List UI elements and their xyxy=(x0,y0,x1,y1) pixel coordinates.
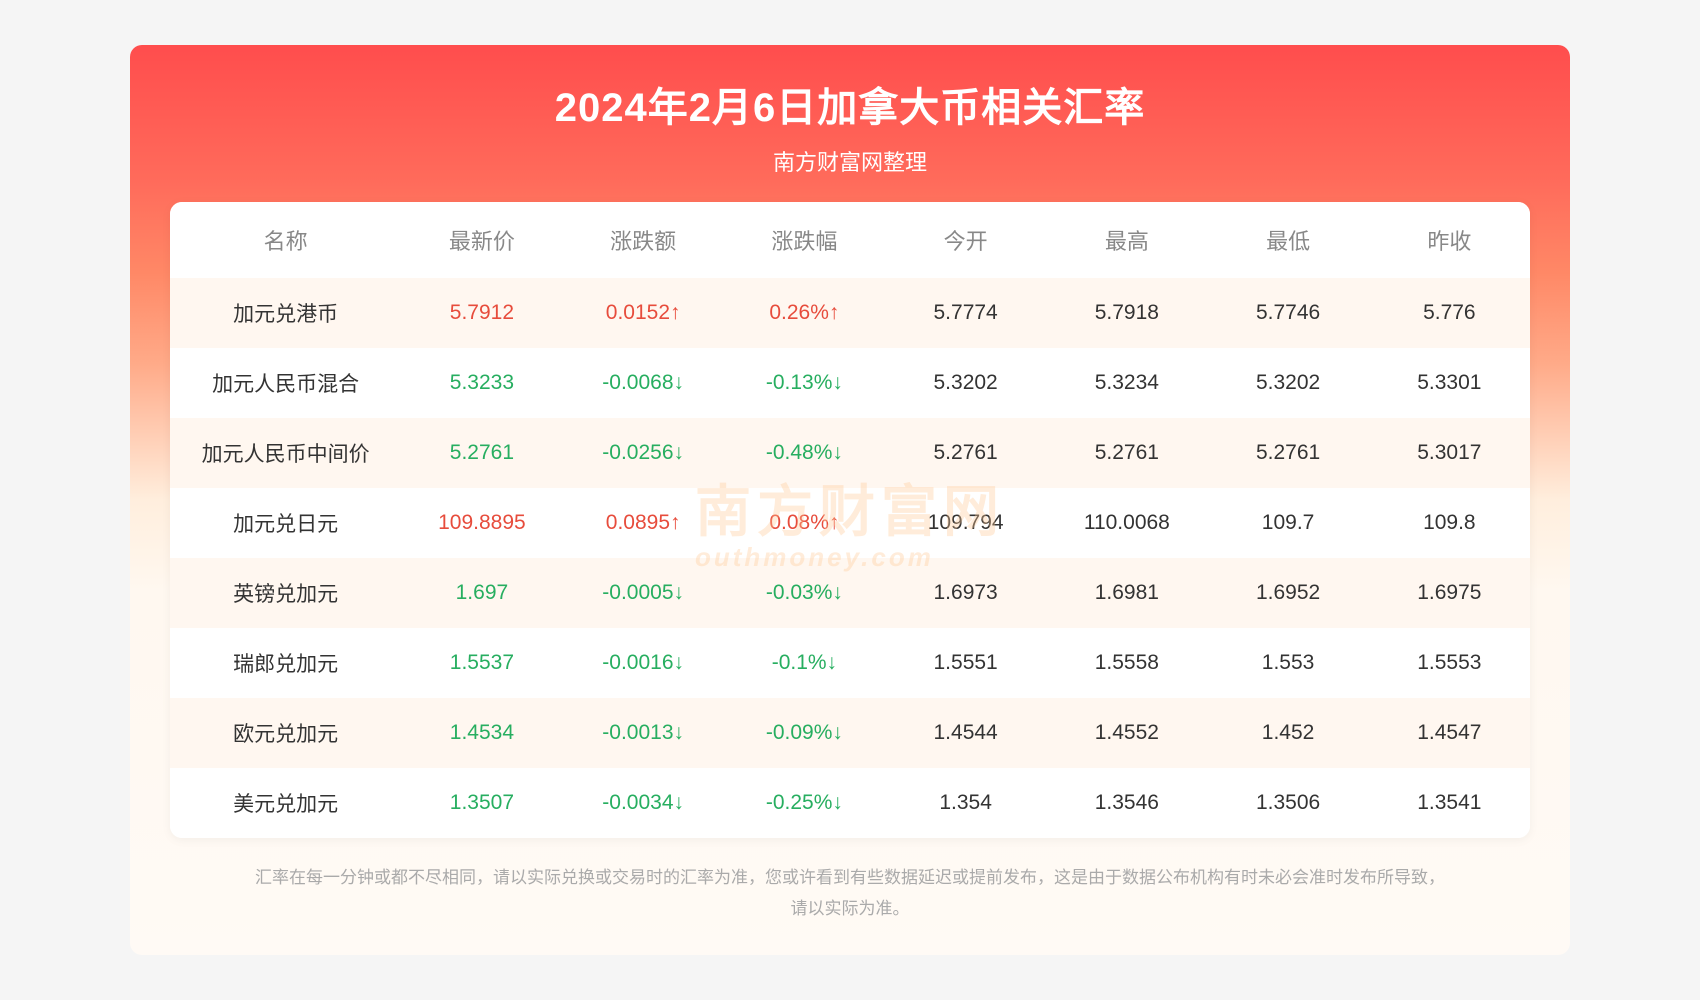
table-row: 加元人民币混合5.3233-0.0068↓-0.13%↓5.32025.3234… xyxy=(170,348,1530,418)
cell-latest: 5.2761 xyxy=(401,418,562,488)
col-header: 最新价 xyxy=(401,202,562,278)
cell-prev-close: 1.6975 xyxy=(1369,558,1530,628)
disclaimer: 汇率在每一分钟或都不尽相同，请以实际兑换或交易时的汇率为准，您或许看到有些数据延… xyxy=(180,863,1520,924)
cell-latest: 5.7912 xyxy=(401,278,562,348)
cell-low: 1.452 xyxy=(1207,698,1368,768)
cell-change-pct: -0.13%↓ xyxy=(724,348,885,418)
cell-change-amt: 0.0152↑ xyxy=(563,278,724,348)
cell-latest: 109.8895 xyxy=(401,488,562,558)
cell-name: 加元人民币中间价 xyxy=(170,418,401,488)
cell-high: 5.3234 xyxy=(1046,348,1207,418)
cell-name: 欧元兑加元 xyxy=(170,698,401,768)
cell-name: 加元兑港币 xyxy=(170,278,401,348)
cell-high: 1.5558 xyxy=(1046,628,1207,698)
cell-low: 5.3202 xyxy=(1207,348,1368,418)
col-header: 昨收 xyxy=(1369,202,1530,278)
cell-open: 1.5551 xyxy=(885,628,1046,698)
cell-change-amt: -0.0256↓ xyxy=(563,418,724,488)
cell-prev-close: 109.8 xyxy=(1369,488,1530,558)
col-header: 最低 xyxy=(1207,202,1368,278)
cell-open: 1.6973 xyxy=(885,558,1046,628)
cell-low: 1.6952 xyxy=(1207,558,1368,628)
cell-open: 109.794 xyxy=(885,488,1046,558)
cell-open: 1.354 xyxy=(885,768,1046,838)
cell-prev-close: 1.3541 xyxy=(1369,768,1530,838)
table-row: 欧元兑加元1.4534-0.0013↓-0.09%↓1.45441.45521.… xyxy=(170,698,1530,768)
col-header: 今开 xyxy=(885,202,1046,278)
cell-name: 英镑兑加元 xyxy=(170,558,401,628)
cell-latest: 5.3233 xyxy=(401,348,562,418)
cell-open: 5.7774 xyxy=(885,278,1046,348)
cell-change-pct: -0.03%↓ xyxy=(724,558,885,628)
cell-change-pct: 0.08%↑ xyxy=(724,488,885,558)
cell-name: 瑞郎兑加元 xyxy=(170,628,401,698)
page-title: 2024年2月6日加拿大币相关汇率 xyxy=(130,75,1570,133)
col-header: 最高 xyxy=(1046,202,1207,278)
cell-latest: 1.3507 xyxy=(401,768,562,838)
table-container: 南方财富网 outhmoney.com 名称最新价涨跌额涨跌幅今开最高最低昨收 … xyxy=(170,202,1530,838)
cell-high: 1.4552 xyxy=(1046,698,1207,768)
disclaimer-line1: 汇率在每一分钟或都不尽相同，请以实际兑换或交易时的汇率为准，您或许看到有些数据延… xyxy=(180,863,1520,894)
cell-change-amt: -0.0013↓ xyxy=(563,698,724,768)
cell-high: 1.6981 xyxy=(1046,558,1207,628)
cell-low: 1.553 xyxy=(1207,628,1368,698)
col-header: 涨跌幅 xyxy=(724,202,885,278)
cell-change-amt: 0.0895↑ xyxy=(563,488,724,558)
cell-open: 1.4544 xyxy=(885,698,1046,768)
subtitle: 南方财富网整理 xyxy=(130,145,1570,177)
cell-change-pct: -0.48%↓ xyxy=(724,418,885,488)
cell-change-amt: -0.0068↓ xyxy=(563,348,724,418)
table-row: 英镑兑加元1.697-0.0005↓-0.03%↓1.69731.69811.6… xyxy=(170,558,1530,628)
cell-low: 5.7746 xyxy=(1207,278,1368,348)
cell-low: 109.7 xyxy=(1207,488,1368,558)
table-row: 加元人民币中间价5.2761-0.0256↓-0.48%↓5.27615.276… xyxy=(170,418,1530,488)
cell-change-amt: -0.0034↓ xyxy=(563,768,724,838)
rate-table: 名称最新价涨跌额涨跌幅今开最高最低昨收 加元兑港币5.79120.0152↑0.… xyxy=(170,202,1530,838)
cell-change-amt: -0.0005↓ xyxy=(563,558,724,628)
cell-prev-close: 5.3301 xyxy=(1369,348,1530,418)
cell-latest: 1.5537 xyxy=(401,628,562,698)
cell-change-pct: -0.25%↓ xyxy=(724,768,885,838)
disclaimer-line2: 请以实际为准。 xyxy=(180,894,1520,925)
cell-high: 1.3546 xyxy=(1046,768,1207,838)
cell-change-amt: -0.0016↓ xyxy=(563,628,724,698)
table-row: 美元兑加元1.3507-0.0034↓-0.25%↓1.3541.35461.3… xyxy=(170,768,1530,838)
table-head-row: 名称最新价涨跌额涨跌幅今开最高最低昨收 xyxy=(170,202,1530,278)
cell-open: 5.3202 xyxy=(885,348,1046,418)
cell-latest: 1.697 xyxy=(401,558,562,628)
table-row: 瑞郎兑加元1.5537-0.0016↓-0.1%↓1.55511.55581.5… xyxy=(170,628,1530,698)
cell-high: 5.2761 xyxy=(1046,418,1207,488)
rate-card: 2024年2月6日加拿大币相关汇率 南方财富网整理 南方财富网 outhmone… xyxy=(130,45,1570,954)
col-header: 涨跌额 xyxy=(563,202,724,278)
cell-high: 5.7918 xyxy=(1046,278,1207,348)
cell-high: 110.0068 xyxy=(1046,488,1207,558)
cell-name: 美元兑加元 xyxy=(170,768,401,838)
cell-low: 5.2761 xyxy=(1207,418,1368,488)
cell-name: 加元人民币混合 xyxy=(170,348,401,418)
table-body: 加元兑港币5.79120.0152↑0.26%↑5.77745.79185.77… xyxy=(170,278,1530,838)
cell-change-pct: 0.26%↑ xyxy=(724,278,885,348)
table-head: 名称最新价涨跌额涨跌幅今开最高最低昨收 xyxy=(170,202,1530,278)
cell-prev-close: 5.3017 xyxy=(1369,418,1530,488)
cell-low: 1.3506 xyxy=(1207,768,1368,838)
cell-change-pct: -0.1%↓ xyxy=(724,628,885,698)
cell-prev-close: 5.776 xyxy=(1369,278,1530,348)
cell-prev-close: 1.4547 xyxy=(1369,698,1530,768)
table-row: 加元兑日元109.88950.0895↑0.08%↑109.794110.006… xyxy=(170,488,1530,558)
cell-open: 5.2761 xyxy=(885,418,1046,488)
cell-latest: 1.4534 xyxy=(401,698,562,768)
col-header: 名称 xyxy=(170,202,401,278)
cell-change-pct: -0.09%↓ xyxy=(724,698,885,768)
cell-name: 加元兑日元 xyxy=(170,488,401,558)
header: 2024年2月6日加拿大币相关汇率 南方财富网整理 xyxy=(130,45,1570,202)
cell-prev-close: 1.5553 xyxy=(1369,628,1530,698)
table-row: 加元兑港币5.79120.0152↑0.26%↑5.77745.79185.77… xyxy=(170,278,1530,348)
